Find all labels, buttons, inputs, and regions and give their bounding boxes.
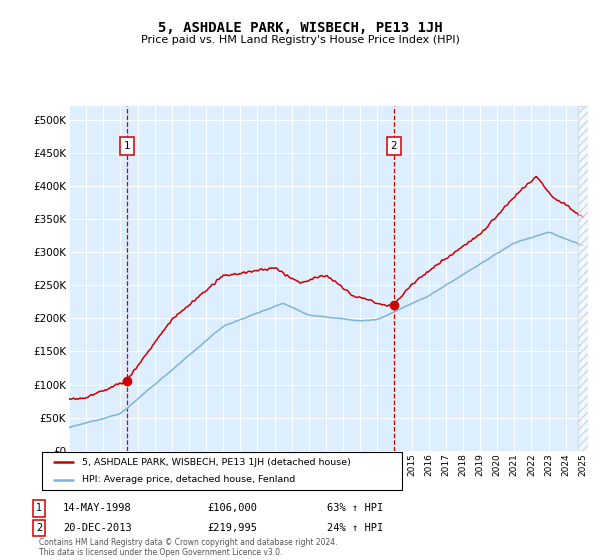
Text: £219,995: £219,995 [207, 523, 257, 533]
Text: 5, ASHDALE PARK, WISBECH, PE13 1JH: 5, ASHDALE PARK, WISBECH, PE13 1JH [158, 21, 442, 35]
Text: 20-DEC-2013: 20-DEC-2013 [63, 523, 132, 533]
Text: 63% ↑ HPI: 63% ↑ HPI [327, 503, 383, 514]
Text: £106,000: £106,000 [207, 503, 257, 514]
Text: 2: 2 [391, 141, 397, 151]
Text: 24% ↑ HPI: 24% ↑ HPI [327, 523, 383, 533]
Text: 5, ASHDALE PARK, WISBECH, PE13 1JH (detached house): 5, ASHDALE PARK, WISBECH, PE13 1JH (deta… [82, 458, 350, 466]
Text: 14-MAY-1998: 14-MAY-1998 [63, 503, 132, 514]
Text: Price paid vs. HM Land Registry's House Price Index (HPI): Price paid vs. HM Land Registry's House … [140, 35, 460, 45]
Text: 1: 1 [124, 141, 130, 151]
Text: 1: 1 [36, 503, 42, 514]
Text: Contains HM Land Registry data © Crown copyright and database right 2024.
This d: Contains HM Land Registry data © Crown c… [39, 538, 337, 557]
Text: HPI: Average price, detached house, Fenland: HPI: Average price, detached house, Fenl… [82, 475, 295, 484]
Text: 2: 2 [36, 523, 42, 533]
FancyBboxPatch shape [42, 452, 402, 490]
